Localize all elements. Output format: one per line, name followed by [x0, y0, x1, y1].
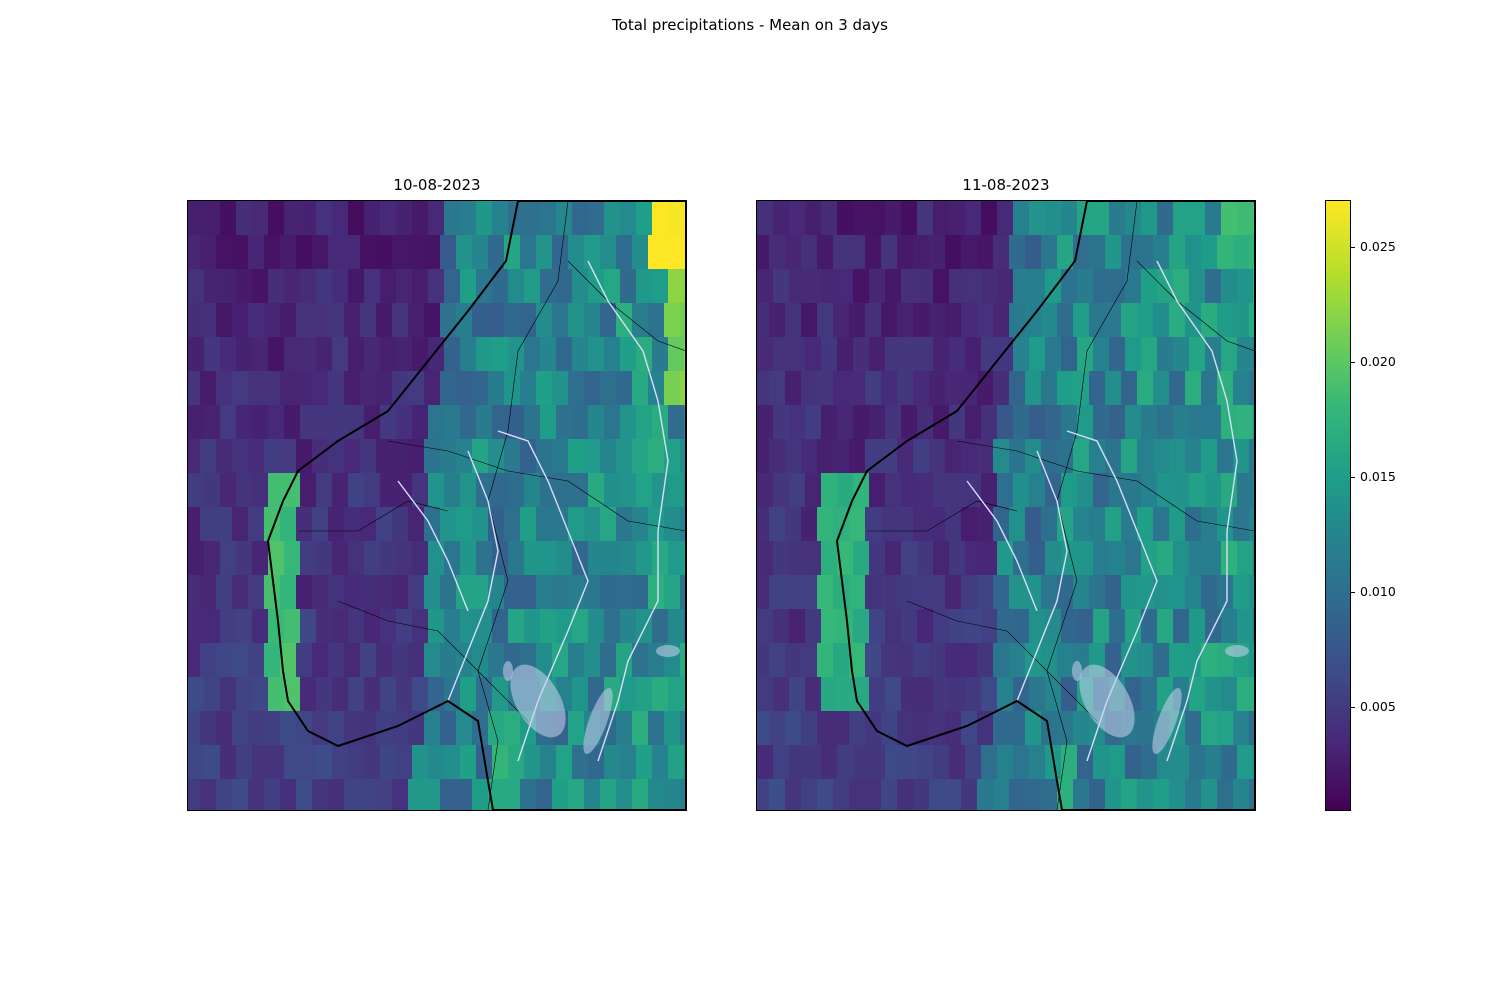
colorbar-tick	[1350, 592, 1355, 593]
colorbar-tick-label: 0.005	[1360, 699, 1396, 714]
admin-border	[387, 440, 686, 532]
river	[1016, 450, 1068, 702]
colorbar-tick-label: 0.020	[1360, 354, 1396, 369]
admin-border	[956, 440, 1255, 532]
map-panel-left[interactable]	[187, 200, 687, 811]
colorbar-tick	[1350, 707, 1355, 708]
lake	[583, 687, 613, 755]
admin-border	[567, 260, 686, 352]
colorbar-tick	[1350, 362, 1355, 363]
lake	[1152, 687, 1182, 755]
lake	[510, 664, 566, 738]
admin-border	[867, 500, 1018, 532]
lake	[1079, 664, 1135, 738]
admin-border	[337, 600, 529, 722]
river	[397, 480, 469, 612]
lake	[503, 661, 513, 681]
river	[966, 480, 1038, 612]
panel-title-left: 10-08-2023	[393, 176, 481, 194]
lake	[1225, 645, 1249, 657]
river	[1156, 260, 1238, 762]
colorbar-tick-label: 0.025	[1360, 239, 1396, 254]
coastline	[266, 201, 686, 810]
admin-border	[1136, 260, 1255, 352]
admin-border	[906, 600, 1098, 722]
colorbar-tick-label: 0.015	[1360, 469, 1396, 484]
precip-map-right	[757, 201, 1255, 810]
river	[587, 260, 669, 762]
river	[447, 450, 499, 702]
precip-map-left	[188, 201, 686, 810]
colorbar-tick-label: 0.010	[1360, 584, 1396, 599]
figure-title: Total precipitations - Mean on 3 days	[612, 16, 888, 34]
lake	[656, 645, 680, 657]
map-panel-right[interactable]	[756, 200, 1256, 811]
colorbar-tick	[1350, 247, 1355, 248]
coastline	[835, 201, 1255, 810]
admin-border	[298, 500, 449, 532]
colorbar	[1325, 200, 1351, 811]
panel-title-right: 11-08-2023	[962, 176, 1050, 194]
lake	[1072, 661, 1082, 681]
colorbar-tick	[1350, 477, 1355, 478]
